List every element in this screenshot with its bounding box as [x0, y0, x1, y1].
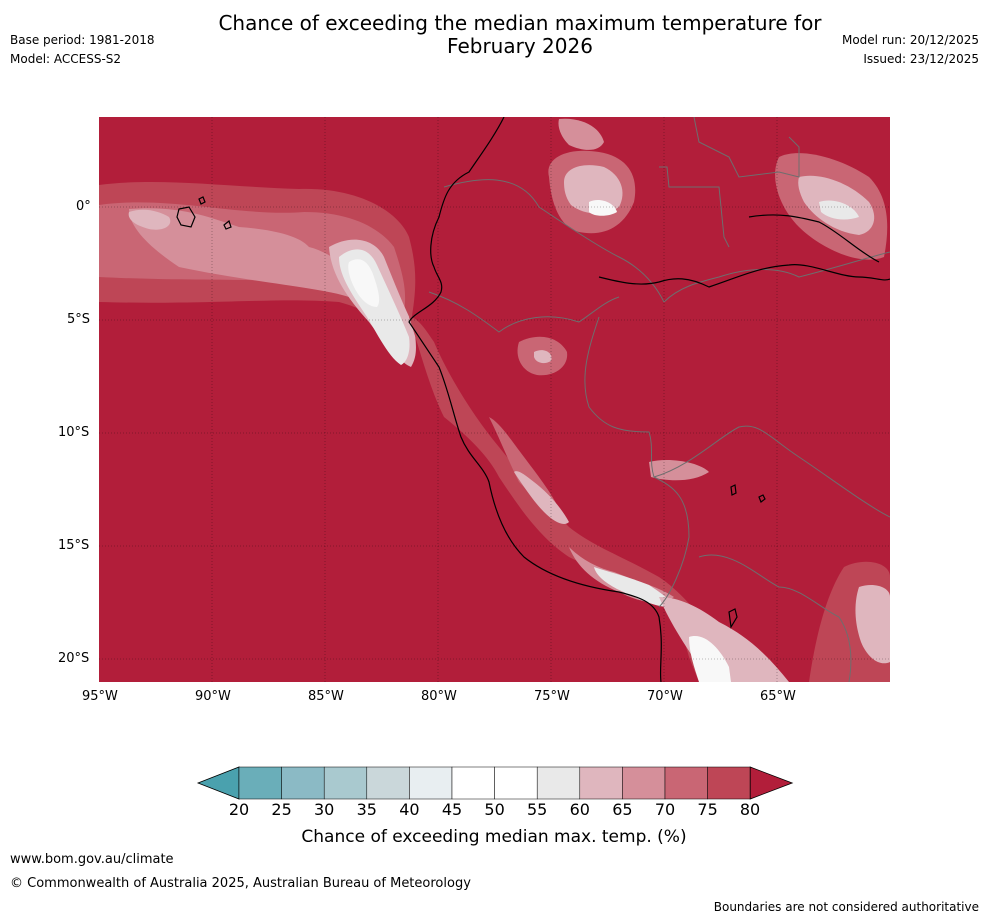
base-period: Base period: 1981-2018 [10, 33, 155, 47]
model-run: Model run: 20/12/2025 [841, 33, 979, 47]
lon-label-80w: 80°W [421, 689, 457, 704]
lat-label-20s: 20°S [58, 651, 90, 666]
colorbar-cell [281, 766, 325, 800]
title-line-2: February 2026 [447, 34, 593, 58]
footer-url[interactable]: www.bom.gov.au/climate [10, 852, 174, 867]
lon-label-90w: 90°W [195, 689, 231, 704]
issued-date: Issued: 23/12/2025 [863, 52, 979, 66]
footer-copyright: © Commonwealth of Australia 2025, Austra… [10, 876, 471, 891]
country-borders [428, 117, 890, 682]
colorbar-cell [494, 766, 538, 800]
colorbar-tick-70: 70 [654, 800, 676, 819]
colorbar-cell [451, 766, 495, 800]
colorbar-tick-55: 55 [527, 800, 548, 819]
colorbar-cell [238, 766, 282, 800]
lon-label-85w: 85°W [308, 689, 344, 704]
colorbar-tick-40: 40 [399, 800, 420, 819]
colorbar-tick-60: 60 [569, 800, 590, 819]
lat-label-0: 0° [76, 199, 91, 214]
colorbar-cell [536, 766, 581, 800]
colorbar-tick-30: 30 [314, 800, 335, 819]
colorbar-extend-low [196, 766, 240, 800]
colorbar-tick-45: 45 [441, 800, 463, 819]
colorbar-tick-20: 20 [228, 800, 250, 819]
lat-label-5s: 5°S [67, 312, 91, 327]
colorbar-cell [409, 766, 453, 800]
lat-label-15s: 15°S [58, 538, 90, 553]
lon-label-65w: 65°W [760, 689, 796, 704]
colorbar-tick-25: 25 [271, 800, 292, 819]
chart-title: Chance of exceeding the median maximum t… [0, 12, 988, 58]
lon-label-75w: 75°W [534, 689, 570, 704]
title-line-1: Chance of exceeding the median maximum t… [218, 11, 822, 35]
colorbar-tick-65: 65 [612, 800, 633, 819]
colorbar-cell [707, 766, 751, 800]
model-name: Model: ACCESS-S2 [10, 52, 122, 66]
colorbar-label: Chance of exceeding median max. temp. (%… [301, 827, 687, 847]
forecast-map [99, 117, 890, 682]
footer-disclaimer: Boundaries are not considered authoritat… [713, 900, 979, 914]
colorbar-cell [664, 766, 708, 800]
colorbar [196, 766, 794, 800]
colorbar-tick-35: 35 [356, 800, 377, 819]
coastline [176, 117, 890, 682]
colorbar-tick-75: 75 [697, 800, 718, 819]
colorbar-cell [323, 766, 368, 800]
probability-contours [99, 118, 890, 682]
lat-label-10s: 10°S [58, 425, 90, 440]
colorbar-tick-80: 80 [739, 800, 761, 819]
colorbar-extend-high [749, 766, 794, 800]
graticule [99, 117, 890, 682]
lon-label-95w: 95°W [82, 689, 118, 704]
colorbar-cell [366, 766, 410, 800]
lon-label-70w: 70°W [647, 689, 683, 704]
colorbar-cell [622, 766, 666, 800]
colorbar-tick-50: 50 [484, 800, 505, 819]
colorbar-cell [579, 766, 623, 800]
